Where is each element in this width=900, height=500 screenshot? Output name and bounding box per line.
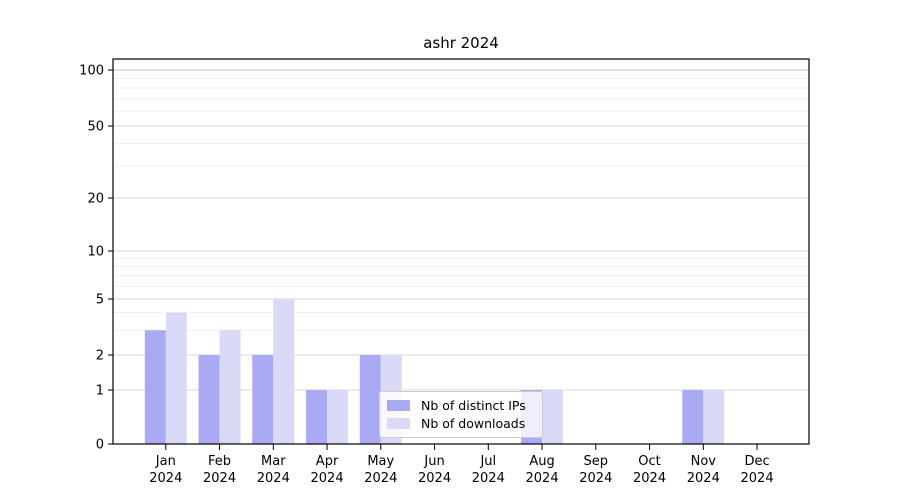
y-tick-label: 2 (96, 349, 104, 364)
y-tick-label: 100 (79, 64, 104, 79)
y-tick-label: 5 (96, 293, 104, 308)
legend-label: Nb of distinct IPs (421, 398, 526, 413)
bar-nb-of-downloads-mar (273, 299, 295, 444)
bar-nb-of-downloads-feb (219, 330, 241, 444)
y-tick-label: 0 (96, 438, 104, 453)
y-tick-label: 1 (96, 384, 104, 399)
y-tick-label: 20 (87, 192, 104, 207)
x-tick-label-year: 2024 (203, 471, 236, 486)
y-tick-label: 50 (87, 120, 104, 135)
x-tick-label-month: Nov (691, 454, 717, 469)
x-tick-label-month: Feb (208, 454, 231, 469)
x-tick-label-month: Apr (316, 454, 339, 469)
x-tick-label-month: Dec (744, 454, 769, 469)
legend-row: Nb of distinct IPs (387, 397, 536, 414)
bar-nb-of-distinct-ips-jan (144, 330, 166, 444)
bar-nb-of-distinct-ips-may (359, 355, 381, 444)
x-tick-label-month: Jul (479, 454, 496, 469)
x-tick-label-year: 2024 (257, 471, 290, 486)
x-tick-label-year: 2024 (579, 471, 612, 486)
x-tick-label-year: 2024 (364, 471, 397, 486)
bar-nb-of-distinct-ips-apr (306, 390, 328, 444)
x-tick-label-month: Oct (638, 454, 660, 469)
bar-nb-of-downloads-nov (703, 390, 725, 444)
x-tick-label-year: 2024 (687, 471, 720, 486)
legend-row: Nb of downloads (387, 415, 536, 432)
x-tick-label-month: Jan (155, 454, 176, 469)
x-tick-label-month: Sep (584, 454, 609, 469)
x-tick-label-month: Jun (423, 454, 444, 469)
x-tick-label-year: 2024 (149, 471, 182, 486)
bar-nb-of-downloads-apr (327, 390, 349, 444)
x-tick-label-year: 2024 (526, 471, 559, 486)
bar-nb-of-distinct-ips-feb (198, 355, 220, 444)
legend: Nb of distinct IPs Nb of downloads (379, 391, 543, 438)
x-tick-label-year: 2024 (311, 471, 344, 486)
legend-swatch-icon (387, 400, 410, 411)
bar-nb-of-distinct-ips-mar (252, 355, 274, 444)
x-tick-label-month: Aug (529, 454, 554, 469)
legend-label: Nb of downloads (421, 416, 526, 431)
y-tick-label: 10 (87, 245, 104, 260)
bar-nb-of-downloads-aug (542, 390, 564, 444)
x-tick-label-year: 2024 (633, 471, 666, 486)
bar-nb-of-distinct-ips-nov (682, 390, 704, 444)
bar-nb-of-downloads-jan (165, 312, 187, 444)
x-tick-label-month: Mar (261, 454, 286, 469)
x-tick-label-year: 2024 (741, 471, 774, 486)
chart-title: ashr 2024 (423, 34, 499, 52)
x-tick-label-year: 2024 (472, 471, 505, 486)
legend-swatch-icon (387, 418, 410, 429)
x-tick-label-year: 2024 (418, 471, 451, 486)
x-tick-label-month: May (367, 454, 394, 469)
